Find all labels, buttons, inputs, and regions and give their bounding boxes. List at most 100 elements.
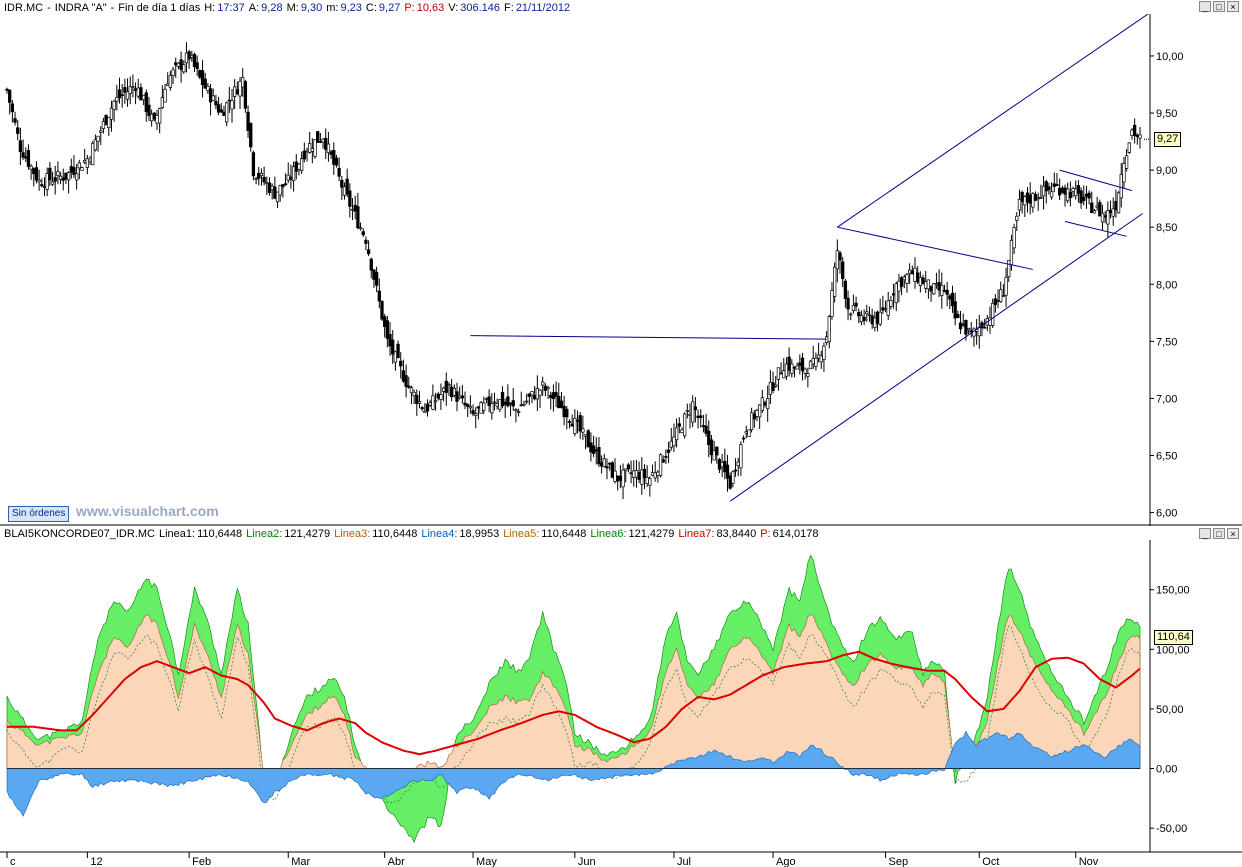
candle-body xyxy=(827,316,831,343)
price-tick-label: 8,00 xyxy=(1156,279,1177,291)
candle-body xyxy=(819,355,823,363)
candle-body xyxy=(101,121,106,129)
candle-body xyxy=(56,171,60,176)
candle-body xyxy=(88,158,92,162)
candle-body xyxy=(744,431,748,434)
candle-body xyxy=(321,138,325,143)
x-tick-label: c xyxy=(10,856,16,867)
candle-body xyxy=(144,92,148,113)
candle-body xyxy=(1033,194,1038,201)
x-tick-label: Nov xyxy=(1079,856,1099,867)
candle-body xyxy=(374,271,379,286)
candle-body xyxy=(725,464,730,479)
candle-body xyxy=(364,239,368,244)
x-tick-label: 12 xyxy=(90,856,102,867)
close-button[interactable]: × xyxy=(1227,1,1239,12)
candle-body xyxy=(800,357,805,372)
indicator-restore-button[interactable]: □ xyxy=(1213,528,1225,539)
separator: - xyxy=(110,2,115,14)
candle-body xyxy=(1001,295,1006,297)
candle-body xyxy=(843,280,848,299)
indicator-chart[interactable]: 150,00 100,00 50,00 0,00 -50,00 c 12 Feb Mar Abr M… xyxy=(0,540,1242,867)
candle-body xyxy=(299,158,304,171)
company-name: INDRA "A" xyxy=(54,2,107,14)
candle-body xyxy=(476,406,481,409)
candle-body xyxy=(1009,239,1014,266)
candle-body xyxy=(798,362,802,366)
indicator-close-button[interactable]: × xyxy=(1227,528,1239,539)
candle-body xyxy=(736,461,740,467)
candle-body xyxy=(1068,191,1073,199)
candle-body xyxy=(155,115,159,124)
candle-body xyxy=(233,86,237,97)
candle-body xyxy=(677,423,681,427)
candle-body xyxy=(235,89,239,95)
indicator-minimize-button[interactable]: _ xyxy=(1199,528,1211,539)
candle-body xyxy=(257,172,261,179)
x-tick-label: Abr xyxy=(388,856,405,867)
indicator-line-label: Linea2: xyxy=(246,528,283,540)
candle-body xyxy=(747,429,751,437)
candle-body xyxy=(905,274,909,284)
candle-body xyxy=(554,392,558,397)
minimize-button[interactable]: _ xyxy=(1199,1,1211,12)
candle-body xyxy=(45,173,49,190)
candle-body xyxy=(811,358,815,365)
candle-body xyxy=(549,394,553,399)
candle-body xyxy=(541,381,545,386)
h-label: H: xyxy=(204,2,216,14)
candle-body xyxy=(942,289,947,292)
candle-body xyxy=(195,62,199,69)
candle-body xyxy=(83,159,87,163)
candle-body xyxy=(26,150,31,167)
indicator-tick-label: 100,00 xyxy=(1156,644,1190,656)
restore-button[interactable]: □ xyxy=(1213,1,1225,12)
candle-body xyxy=(1028,194,1032,204)
candle-body xyxy=(680,429,684,433)
candle-body xyxy=(187,51,191,60)
candle-body xyxy=(18,140,23,153)
candle-body xyxy=(704,425,708,434)
candle-body xyxy=(283,183,288,186)
candle-body xyxy=(332,149,336,165)
indicator-line-value: 121,4279 xyxy=(628,528,675,540)
candle-body xyxy=(211,95,215,101)
candle-body xyxy=(91,142,95,166)
candle-body xyxy=(479,402,483,414)
candle-body xyxy=(578,415,582,432)
candle-body xyxy=(412,391,416,396)
candle-body xyxy=(324,137,328,150)
candle-body xyxy=(599,462,604,467)
candle-body xyxy=(466,404,470,407)
price-tick-label: 10,00 xyxy=(1156,51,1184,63)
candle-body xyxy=(350,208,355,211)
candle-body xyxy=(940,285,944,296)
candle-body xyxy=(758,404,762,418)
candle-body xyxy=(768,382,773,395)
candle-body xyxy=(924,281,928,289)
candle-body xyxy=(1057,187,1062,196)
candle-body xyxy=(993,298,998,305)
c-value: 9,27 xyxy=(378,2,401,14)
candle-body xyxy=(581,428,585,433)
candle-body xyxy=(404,375,408,387)
candle-body xyxy=(1055,184,1059,186)
candle-body xyxy=(672,436,676,447)
candle-body xyxy=(583,434,588,437)
sin-ordenes-button[interactable]: Sin órdenes xyxy=(8,506,70,522)
candle-body xyxy=(340,179,344,188)
candle-body xyxy=(1025,192,1030,203)
candle-body xyxy=(449,386,454,398)
candle-body xyxy=(219,109,223,113)
candle-body xyxy=(109,107,114,120)
candle-body xyxy=(492,401,497,404)
candle-body xyxy=(286,174,290,181)
candle-body xyxy=(656,471,660,476)
price-chart[interactable]: 10,00 9,50 9,00 8,50 8,00 7,50 7,00 6,50 6,00 xyxy=(0,14,1242,526)
candle-body xyxy=(586,430,590,448)
candle-body xyxy=(254,177,258,180)
candle-body xyxy=(886,300,890,316)
candle-body xyxy=(241,77,245,88)
candle-body xyxy=(685,410,689,412)
candle-body xyxy=(538,389,542,396)
